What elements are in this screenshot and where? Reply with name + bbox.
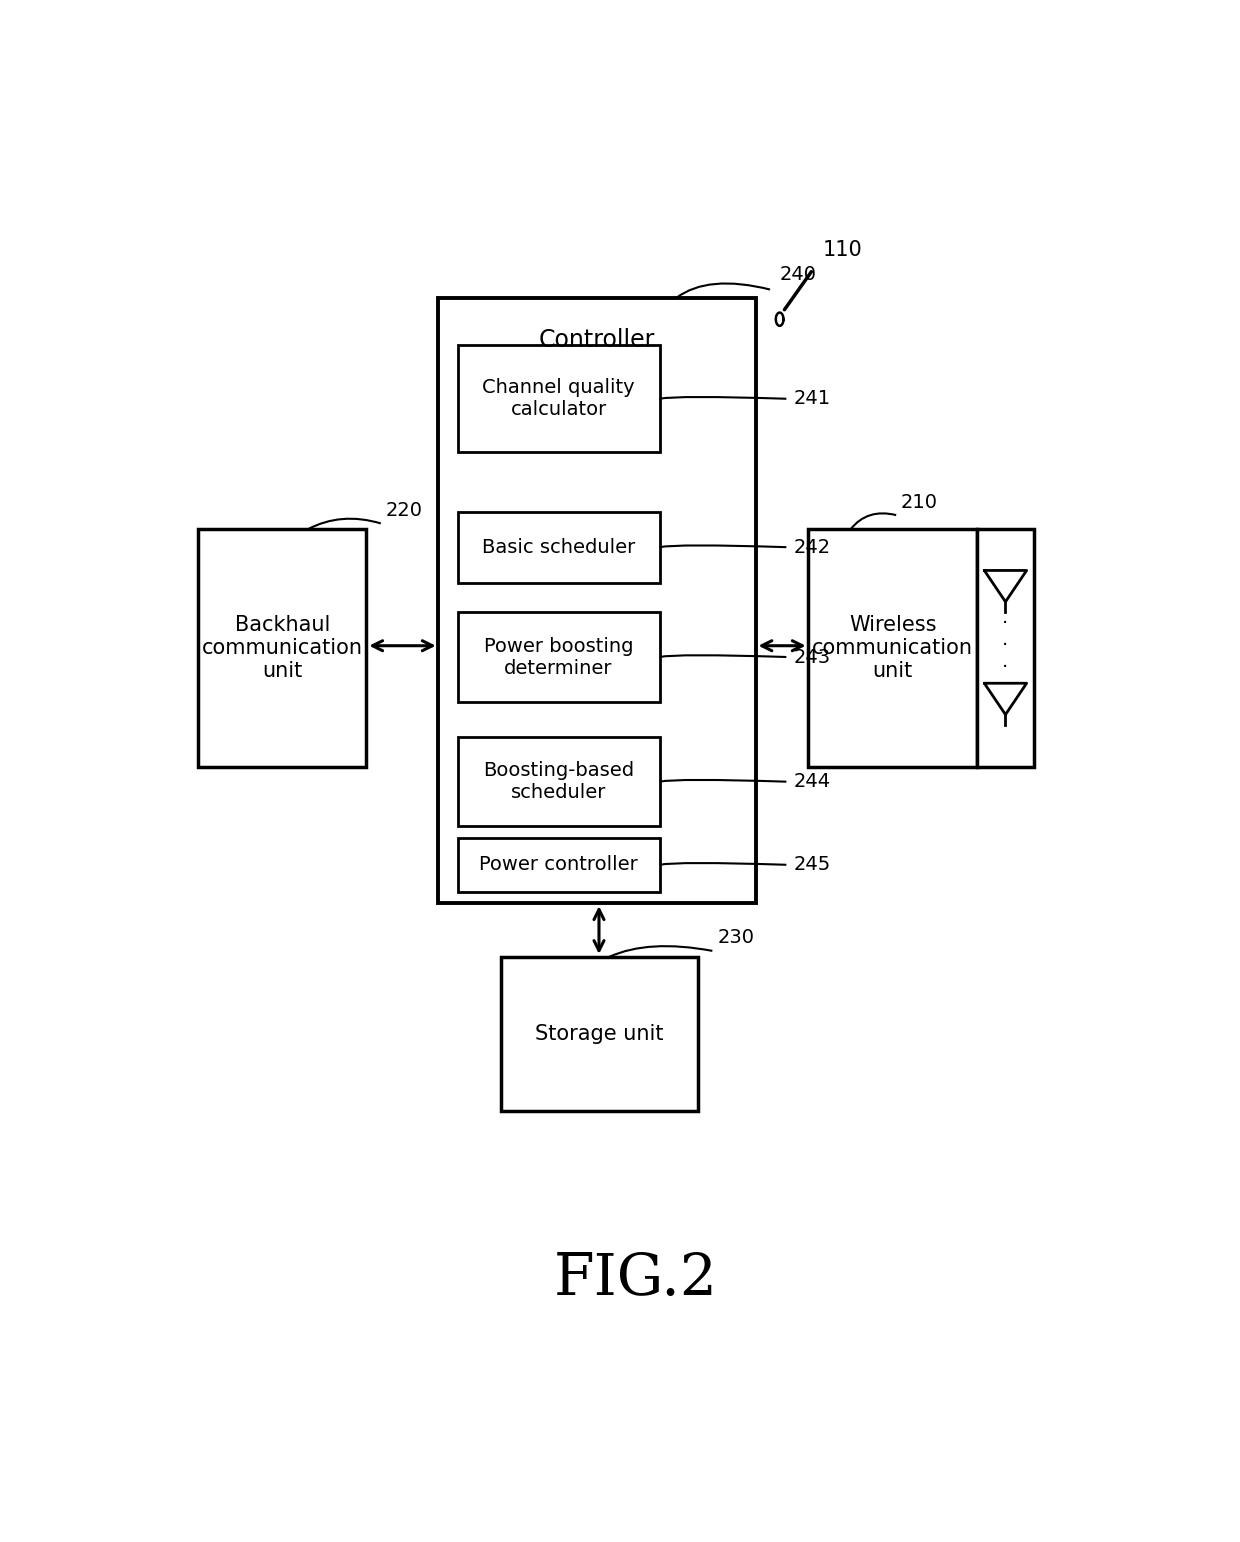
Bar [458, 612, 660, 702]
Bar [458, 839, 660, 891]
Bar [808, 529, 977, 766]
Bar [198, 529, 367, 766]
Text: Channel quality
calculator: Channel quality calculator [482, 378, 635, 419]
Text: FIG.2: FIG.2 [553, 1251, 718, 1308]
Text: 242: 242 [794, 538, 831, 557]
Bar [977, 529, 1034, 766]
Text: 210: 210 [901, 492, 937, 512]
Text: Boosting-based
scheduler: Boosting-based scheduler [484, 762, 634, 802]
Bar [458, 737, 660, 827]
Text: 240: 240 [780, 265, 817, 284]
Text: 241: 241 [794, 389, 831, 409]
Text: Wireless
communication
unit: Wireless communication unit [812, 615, 973, 682]
Text: 110: 110 [823, 241, 863, 261]
Bar [501, 956, 698, 1112]
Bar [458, 512, 660, 583]
Text: 244: 244 [794, 773, 831, 791]
Text: 230: 230 [717, 928, 754, 947]
Text: 245: 245 [794, 856, 831, 874]
Bar [458, 345, 660, 452]
Text: Backhaul
communication
unit: Backhaul communication unit [202, 615, 363, 682]
Text: ·
·
·: · · · [1002, 614, 1008, 677]
Text: Power controller: Power controller [479, 856, 639, 874]
Text: 220: 220 [386, 501, 423, 520]
Text: 243: 243 [794, 648, 831, 666]
Text: Storage unit: Storage unit [536, 1024, 663, 1044]
Text: Basic scheduler: Basic scheduler [482, 538, 635, 557]
Text: Controller: Controller [539, 327, 655, 352]
Bar [439, 298, 755, 904]
Text: Power boosting
determiner: Power boosting determiner [484, 637, 634, 677]
